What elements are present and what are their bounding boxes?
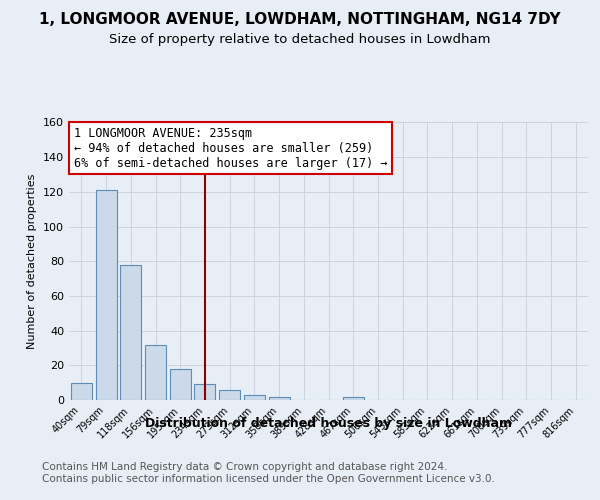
Text: Distribution of detached houses by size in Lowdham: Distribution of detached houses by size …: [145, 418, 512, 430]
Bar: [170, 369, 191, 400]
Bar: [194, 384, 215, 400]
Bar: [71, 382, 92, 400]
Bar: [343, 396, 364, 400]
Bar: [269, 396, 290, 400]
Bar: [120, 264, 141, 400]
Text: 1 LONGMOOR AVENUE: 235sqm
← 94% of detached houses are smaller (259)
6% of semi-: 1 LONGMOOR AVENUE: 235sqm ← 94% of detac…: [74, 126, 388, 170]
Y-axis label: Number of detached properties: Number of detached properties: [28, 174, 37, 349]
Bar: [95, 190, 116, 400]
Text: Contains HM Land Registry data © Crown copyright and database right 2024.
Contai: Contains HM Land Registry data © Crown c…: [42, 462, 495, 484]
Bar: [244, 395, 265, 400]
Text: 1, LONGMOOR AVENUE, LOWDHAM, NOTTINGHAM, NG14 7DY: 1, LONGMOOR AVENUE, LOWDHAM, NOTTINGHAM,…: [39, 12, 561, 28]
Text: Size of property relative to detached houses in Lowdham: Size of property relative to detached ho…: [109, 32, 491, 46]
Bar: [219, 390, 240, 400]
Bar: [145, 344, 166, 400]
